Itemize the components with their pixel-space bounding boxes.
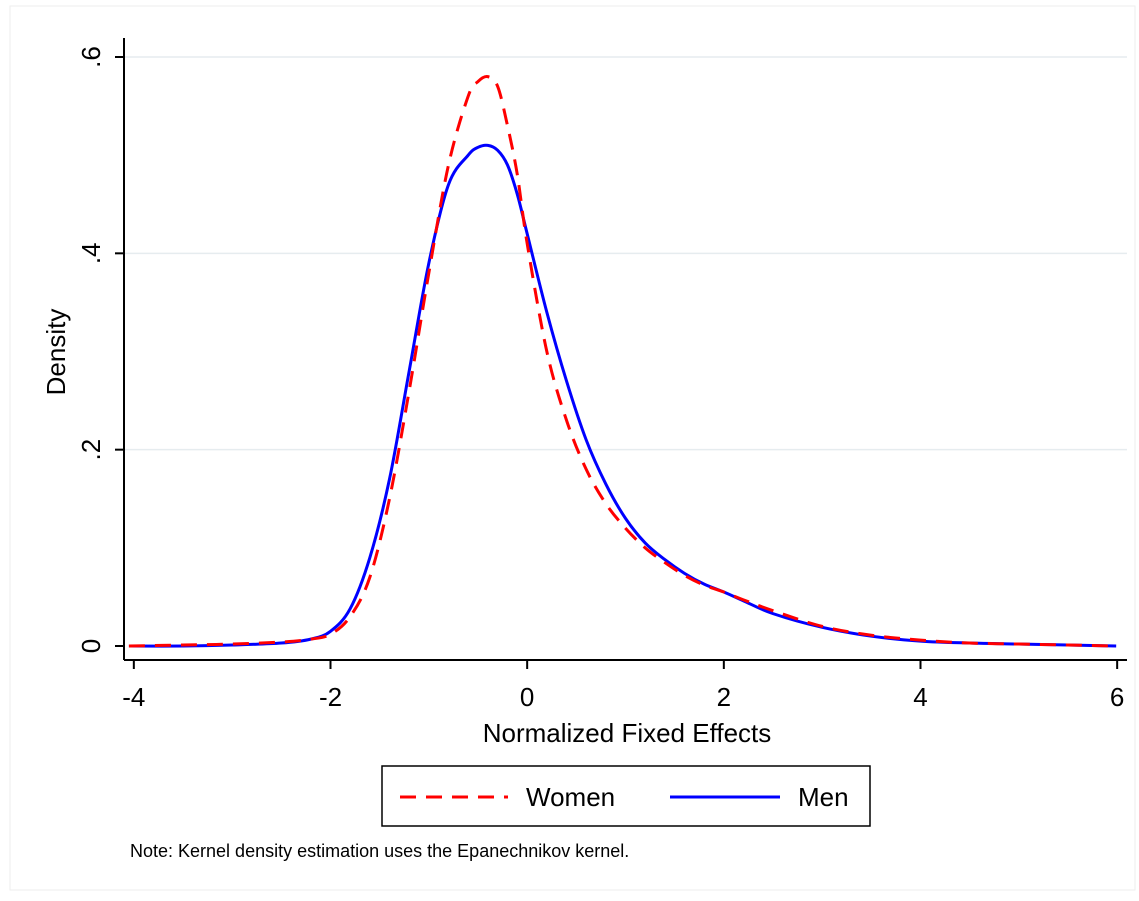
legend-label-women: Women [526,782,615,812]
x-tick-label-2: 0 [520,682,534,712]
figure-outline [9,5,1136,891]
y-tick-label-0: 0 [76,639,106,653]
series-layer [128,74,1117,648]
legend-label-men: Men [798,782,849,812]
y-axis-title: Density [41,309,71,396]
x-tick-label-4: 4 [913,682,927,712]
x-tick-label-1: -2 [319,682,342,712]
x-axis-title: Normalized Fixed Effects [483,718,772,748]
x-tick-label-5: 6 [1110,682,1124,712]
axes [123,38,1127,661]
x-tick-label-3: 2 [717,682,731,712]
legend: Women Men [381,765,871,827]
y-tick-label-3: .6 [76,46,106,68]
series-line-women [128,74,1117,648]
x-ticks: -4 -2 0 2 4 6 [122,660,1124,712]
gridlines [124,56,1127,451]
x-tick-label-0: -4 [122,682,145,712]
y-tick-label-2: .4 [76,242,106,264]
y-tick-label-1: .2 [76,439,106,461]
y-ticks: 0 .2 .4 .6 [76,46,124,653]
series-line-men [128,143,1117,648]
chart-note: Note: Kernel density estimation uses the… [130,841,629,861]
